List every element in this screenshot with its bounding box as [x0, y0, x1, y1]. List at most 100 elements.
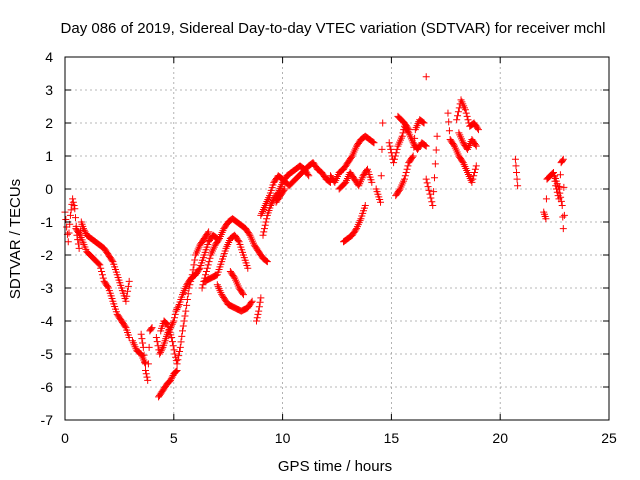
data-point [176, 343, 184, 351]
data-point [472, 142, 480, 150]
data-point [256, 298, 264, 306]
data-point [206, 254, 214, 262]
data-point [178, 332, 186, 340]
y-tick-label: 1 [45, 148, 53, 164]
data-point [156, 350, 164, 358]
y-tick-label: -3 [41, 280, 54, 296]
data-point [124, 282, 132, 290]
data-point [183, 301, 191, 309]
data-point [156, 348, 164, 356]
data-point [263, 215, 271, 223]
data-point [171, 368, 179, 376]
data-point [215, 236, 223, 244]
data-point [205, 228, 213, 236]
x-tick-label: 0 [61, 430, 69, 446]
data-point [71, 205, 79, 213]
data-point [182, 307, 190, 315]
data-point [168, 338, 176, 346]
data-point [140, 351, 148, 359]
data-point [168, 334, 176, 341]
data-point [198, 284, 206, 292]
data-point [169, 342, 177, 350]
data-point [157, 347, 165, 355]
data-point [162, 319, 170, 327]
data-point [247, 299, 255, 307]
data-point [171, 314, 179, 322]
data-point [387, 145, 395, 153]
data-point [422, 175, 430, 183]
data-point [75, 230, 83, 238]
y-tick-label: -1 [41, 214, 54, 230]
data-point [153, 338, 161, 346]
data-point [454, 112, 462, 120]
data-point [408, 153, 416, 161]
y-tick-label: -4 [41, 313, 54, 329]
data-point [173, 367, 181, 374]
data-point [281, 185, 289, 193]
data-point [69, 198, 77, 206]
data-point [162, 319, 170, 327]
data-point [148, 324, 156, 332]
plot-frame [64, 56, 610, 421]
data-point [142, 370, 150, 378]
data-point [67, 206, 75, 214]
data-point [70, 202, 78, 209]
data-point [75, 244, 83, 252]
data-point [262, 218, 270, 226]
data-point [474, 126, 482, 134]
data-point [305, 172, 313, 180]
x-tick-label: 10 [275, 430, 291, 446]
data-point [401, 172, 409, 180]
data-point [420, 141, 428, 149]
data-point [363, 167, 371, 175]
data-point [423, 179, 431, 187]
data-point [425, 186, 433, 194]
data-point [205, 258, 213, 266]
data-point [420, 119, 428, 127]
data-point [124, 287, 132, 295]
data-point [66, 211, 74, 219]
data-point [144, 360, 152, 368]
data-point [177, 338, 185, 346]
data-point [419, 118, 427, 126]
data-point [377, 198, 385, 206]
data-point [261, 221, 269, 229]
data-point [560, 183, 568, 191]
data-point [471, 165, 479, 173]
data-point [445, 127, 453, 135]
data-point [472, 162, 480, 170]
data-point [555, 185, 563, 193]
data-point [474, 124, 482, 132]
data-point [138, 335, 146, 343]
data-point [65, 229, 73, 237]
data-point [453, 116, 461, 124]
data-point [96, 261, 104, 269]
data-point [450, 141, 458, 149]
data-point [512, 162, 520, 170]
data-point [422, 142, 430, 150]
data-point [560, 211, 568, 219]
data-point [174, 302, 182, 310]
data-point [121, 322, 129, 330]
data-point [204, 261, 212, 269]
x-tick-label: 20 [492, 430, 508, 446]
data-point [444, 109, 452, 117]
grid-lines [65, 57, 609, 420]
data-point [557, 197, 565, 205]
data-point [98, 271, 106, 279]
data-point [428, 198, 436, 206]
data-point [180, 317, 188, 325]
data-point [183, 296, 191, 304]
y-axis-label: SDTVAR / TECUs [7, 179, 24, 299]
data-point [369, 138, 377, 146]
axis-ticks: 0 5 10 15 20 25 -7 -6 -5 -4 -3 -2 -1 0 1 2 3 4 [41, 49, 617, 446]
data-point [253, 314, 261, 322]
data-point [377, 172, 385, 180]
data-point [556, 171, 564, 179]
data-point [79, 225, 87, 233]
data-point [255, 303, 263, 311]
data-point [559, 225, 567, 233]
data-point [390, 155, 398, 163]
data-point [187, 277, 195, 285]
data-point [352, 226, 360, 234]
